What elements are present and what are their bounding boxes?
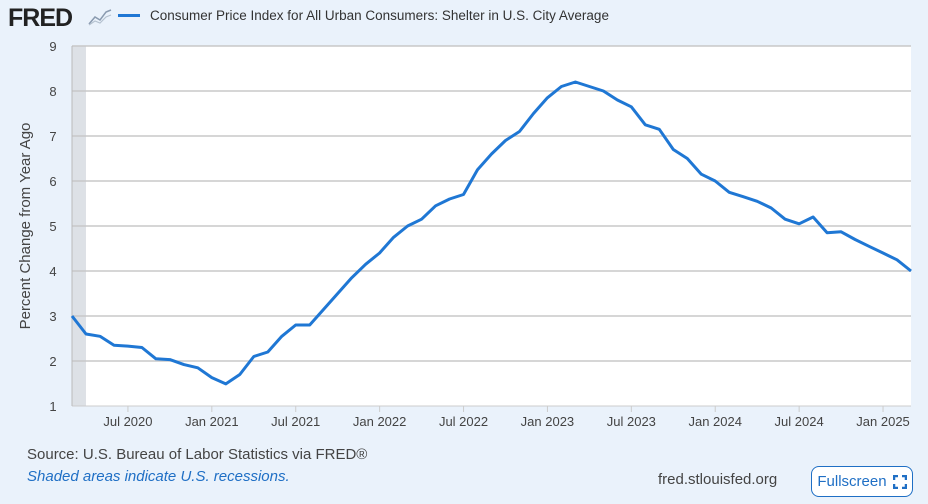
chart-logo-icon bbox=[88, 8, 112, 26]
x-tick-label: Jan 2024 bbox=[688, 414, 742, 429]
y-tick-label: 3 bbox=[49, 309, 56, 324]
x-tick-label: Jul 2020 bbox=[103, 414, 152, 429]
series-line bbox=[70, 80, 912, 386]
y-axis-label: Percent Change from Year Ago bbox=[17, 123, 34, 330]
legend-swatch bbox=[118, 14, 140, 17]
x-tick-label: Jul 2021 bbox=[271, 414, 320, 429]
fullscreen-label: Fullscreen bbox=[817, 473, 887, 490]
y-tick-label: 4 bbox=[49, 264, 56, 279]
y-tick-label: 7 bbox=[49, 129, 56, 144]
x-tick-label: Jul 2024 bbox=[775, 414, 824, 429]
x-tick-label: Jan 2023 bbox=[521, 414, 575, 429]
legend-label: Consumer Price Index for All Urban Consu… bbox=[150, 8, 609, 23]
source-note: Source: U.S. Bureau of Labor Statistics … bbox=[27, 446, 368, 463]
x-tick-label: Jul 2023 bbox=[607, 414, 656, 429]
x-tick-label: Jan 2022 bbox=[353, 414, 407, 429]
y-tick-label: 9 bbox=[49, 39, 56, 54]
chart-legend: Consumer Price Index for All Urban Consu… bbox=[118, 8, 609, 23]
y-tick-label: 1 bbox=[49, 399, 56, 414]
y-tick-label: 5 bbox=[49, 219, 56, 234]
fullscreen-button[interactable]: Fullscreen bbox=[811, 466, 913, 497]
x-tick-label: Jul 2022 bbox=[439, 414, 488, 429]
y-tick-label: 8 bbox=[49, 84, 56, 99]
x-tick-label: Jan 2021 bbox=[185, 414, 239, 429]
fred-logo[interactable]: FRED bbox=[8, 4, 73, 32]
site-link[interactable]: fred.stlouisfed.org bbox=[658, 471, 778, 488]
x-tick-label: Jan 2025 bbox=[856, 414, 910, 429]
line-chart: 1 2 3 4 5 6 7 8 9 Jul 2020 Jan 2021 Jul 2021 Jan 202… bbox=[17, 39, 912, 429]
y-tick-label: 6 bbox=[49, 174, 56, 189]
fullscreen-icon bbox=[892, 474, 907, 489]
y-tick-label: 2 bbox=[49, 354, 56, 369]
recession-note[interactable]: Shaded areas indicate U.S. recessions. bbox=[27, 468, 290, 485]
